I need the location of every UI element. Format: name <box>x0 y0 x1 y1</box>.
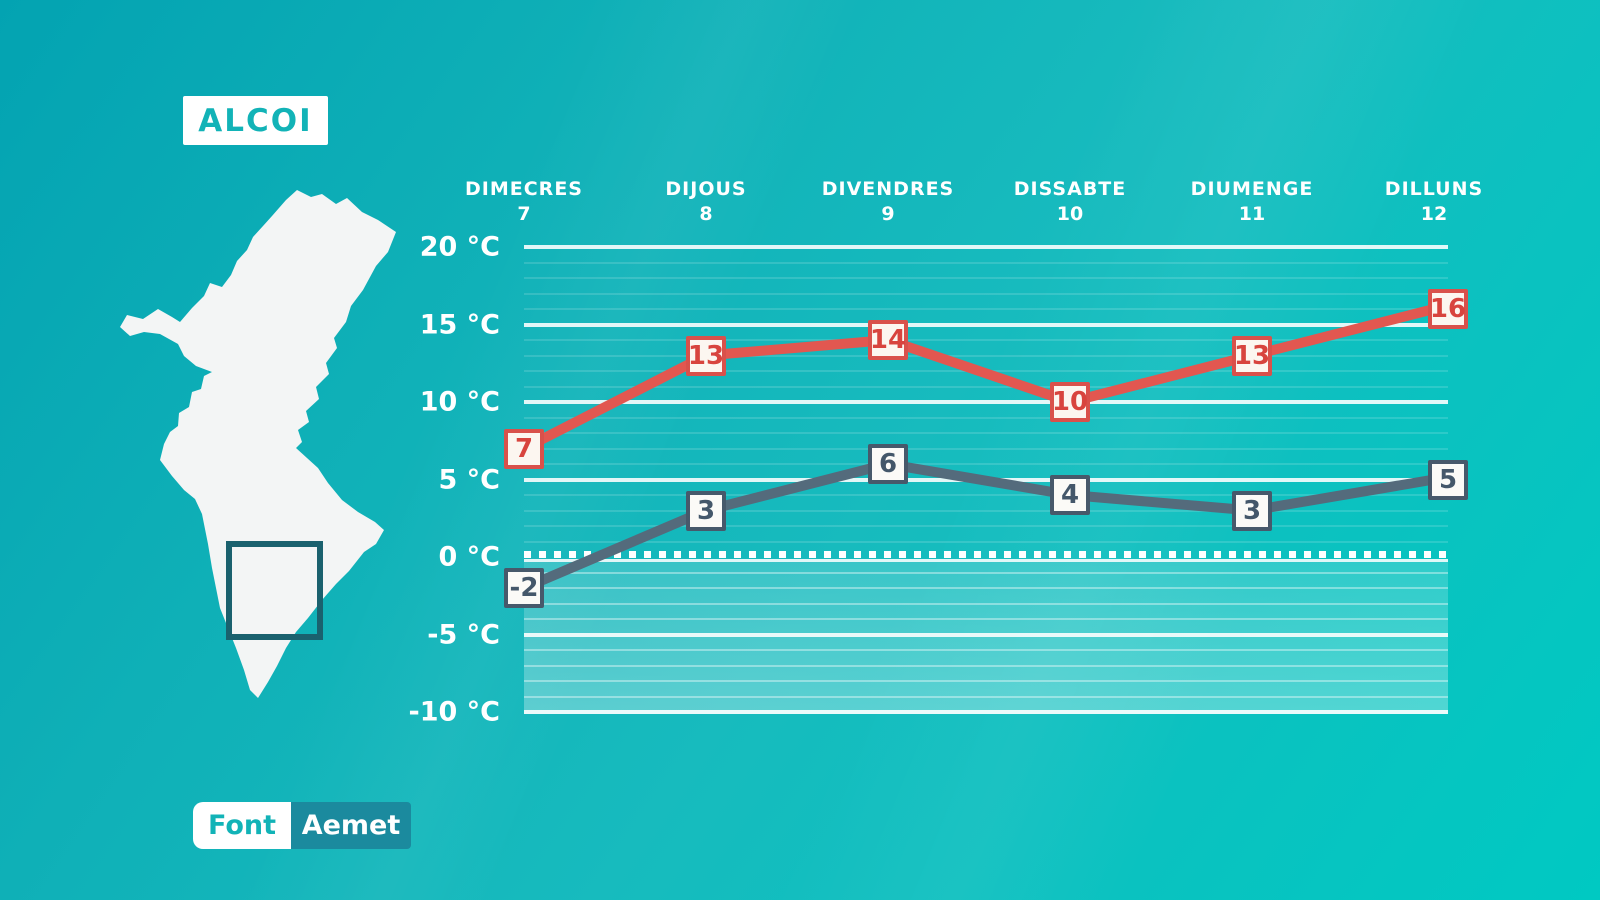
valencian-community-map-icon <box>120 190 396 698</box>
day-date: 8 <box>699 203 713 225</box>
y-axis-label: 5 °C <box>438 464 500 495</box>
day-header: DISSABTE 10 <box>1014 178 1126 225</box>
day-name: DIJOUS <box>665 178 747 200</box>
major-gridline <box>524 710 1448 714</box>
day-header: DIUMENGE 11 <box>1191 178 1314 225</box>
below-zero-area <box>524 559 1448 714</box>
minor-gridline <box>524 261 1448 264</box>
map-silhouette <box>120 190 396 698</box>
minor-gridline <box>524 602 1448 605</box>
min-temp-value-label: 5 <box>1428 459 1468 500</box>
y-axis-label: 15 °C <box>419 309 500 340</box>
major-gridline <box>524 400 1448 404</box>
minor-gridline <box>524 649 1448 651</box>
source-prefix-label: Font <box>193 802 291 849</box>
minor-gridline <box>524 587 1448 589</box>
minor-gridline <box>524 447 1448 450</box>
minor-gridline <box>524 416 1448 419</box>
day-date: 11 <box>1238 203 1266 225</box>
minor-gridline <box>524 509 1448 512</box>
minor-gridline <box>524 664 1448 667</box>
minor-gridline <box>524 339 1448 341</box>
y-axis-label: 10 °C <box>419 386 500 418</box>
day-name: DIUMENGE <box>1190 178 1314 200</box>
y-axis-label: -10 °C <box>408 696 501 728</box>
source-badge: Font Aemet <box>193 802 411 849</box>
day-header: DIMECRES 7 <box>465 178 583 225</box>
minor-gridline <box>524 308 1448 310</box>
minor-gridline <box>524 540 1448 543</box>
day-name: DISSABTE <box>1013 178 1127 200</box>
min-temp-value-label: 3 <box>686 490 726 531</box>
day-date: 12 <box>1420 203 1448 225</box>
min-temp-value-label: 3 <box>1232 490 1272 531</box>
major-gridline <box>524 245 1448 249</box>
day-name: DIMECRES <box>465 178 583 200</box>
source-name-label: Aemet <box>291 802 411 849</box>
min-temp-value-label: 6 <box>868 444 908 484</box>
minor-gridline <box>524 463 1448 465</box>
min-temp-value-label: 4 <box>1050 475 1090 515</box>
day-date: 10 <box>1056 203 1084 225</box>
y-axis-label: -5 °C <box>427 619 500 650</box>
region-highlight-box <box>226 541 323 640</box>
minor-gridline <box>524 571 1448 574</box>
max-temp-value-label: 16 <box>1428 289 1468 329</box>
max-temp-value-label: 7 <box>504 428 544 469</box>
minor-gridline <box>524 695 1448 698</box>
day-header: DIVENDRES 9 <box>822 178 955 225</box>
max-temp-value-label: 10 <box>1050 382 1090 422</box>
minor-gridline <box>524 494 1448 496</box>
minor-gridline <box>524 525 1448 527</box>
title-badge: ALCOI <box>183 96 328 145</box>
day-header: DIJOUS 8 <box>665 178 746 225</box>
zero-line-dashes <box>524 551 1448 558</box>
region-map <box>100 180 420 760</box>
minor-gridline <box>524 292 1448 295</box>
day-name: DIVENDRES <box>821 178 955 200</box>
minor-gridline <box>524 385 1448 388</box>
day-name: DILLUNS <box>1384 178 1484 200</box>
min-temp-line <box>519 459 1439 593</box>
day-header: DILLUNS 12 <box>1385 178 1483 225</box>
zero-line <box>524 559 1448 562</box>
minor-gridline <box>524 354 1448 357</box>
y-axis-label: 0 °C <box>438 541 500 573</box>
minor-gridline <box>524 618 1448 620</box>
max-temp-value-label: 13 <box>1232 335 1272 376</box>
minor-gridline <box>524 277 1448 279</box>
max-temp-line <box>519 304 1439 454</box>
min-temp-value-label: -2 <box>504 568 544 608</box>
major-gridline <box>524 632 1448 637</box>
day-date: 7 <box>517 203 531 225</box>
minor-gridline <box>524 680 1448 682</box>
major-gridline <box>524 322 1448 327</box>
minor-gridline <box>524 432 1448 434</box>
day-date: 9 <box>881 203 895 225</box>
max-temp-value-label: 14 <box>868 320 908 360</box>
y-axis-label: 20 °C <box>419 231 500 263</box>
max-temp-value-label: 13 <box>686 335 726 376</box>
city-title: ALCOI <box>198 102 313 139</box>
